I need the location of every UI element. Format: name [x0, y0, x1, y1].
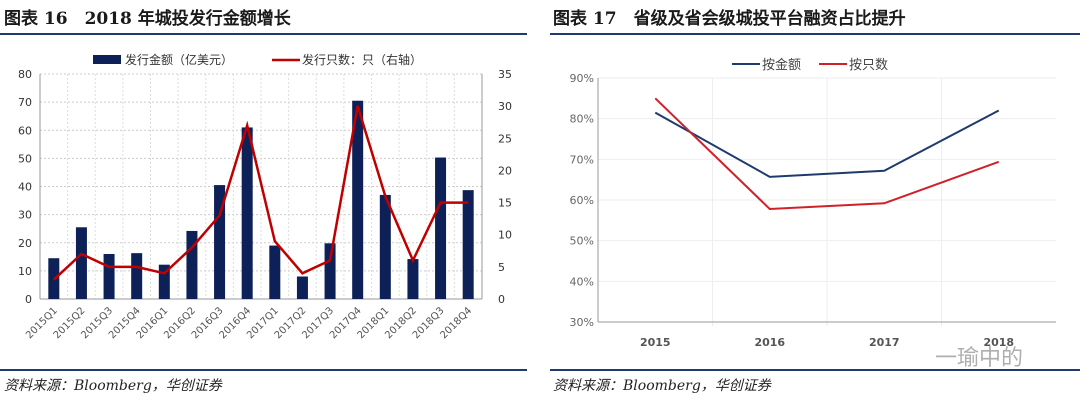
- line-point: [53, 279, 55, 281]
- y2-tick-label: 5: [498, 261, 505, 274]
- legend-bar-label: 发行金额（亿美元）: [125, 52, 233, 67]
- x-tick-label: 2018: [983, 336, 1014, 349]
- line-point: [384, 195, 386, 197]
- y-tick-label: 60: [18, 124, 32, 137]
- y-tick-label: 50: [18, 152, 32, 165]
- line-point: [467, 202, 469, 204]
- line-point: [274, 240, 276, 242]
- y2-tick-label: 15: [498, 197, 512, 210]
- bar: [131, 253, 143, 299]
- y-tick-label: 20: [18, 237, 32, 250]
- y2-tick-label: 20: [498, 164, 512, 177]
- x-tick-label: 2015: [640, 336, 671, 349]
- y2-tick-label: 0: [498, 293, 505, 306]
- y-tick-label: 40: [18, 181, 32, 194]
- y-tick-label: 30: [18, 209, 32, 222]
- line-point: [136, 266, 138, 268]
- left-title-rule: [0, 33, 527, 35]
- right-chart-title: 图表 17 省级及省会级城投平台融资占比提升: [553, 9, 906, 29]
- bar: [296, 276, 308, 299]
- line-point: [301, 272, 303, 274]
- bar: [407, 259, 419, 299]
- series-line: [654, 109, 1000, 178]
- y-tick-label: 60%: [570, 194, 594, 207]
- y-tick-label: 70: [18, 96, 32, 109]
- line-point: [163, 272, 165, 274]
- bar: [158, 264, 170, 299]
- y-tick-label: 40%: [570, 275, 594, 288]
- line-point: [246, 124, 248, 126]
- line-point: [191, 247, 193, 249]
- bar: [324, 243, 336, 299]
- left-chart-title: 图表 16 2018 年城投发行金额增长: [4, 9, 291, 29]
- bar: [352, 100, 364, 299]
- left-source-rule: [0, 369, 527, 371]
- legend-label: 按只数: [849, 58, 888, 73]
- x-tick-label: 2016: [754, 336, 785, 349]
- y-tick-label: 50%: [570, 235, 594, 248]
- bar: [269, 245, 281, 299]
- y-tick-label: 10: [18, 265, 32, 278]
- line-point: [108, 266, 110, 268]
- y-tick-label: 80: [18, 68, 32, 81]
- right-source-rule: [550, 369, 1080, 371]
- bar: [103, 254, 115, 299]
- y2-tick-label: 25: [498, 132, 512, 145]
- line-point: [412, 259, 414, 261]
- legend-label: 按金额: [762, 57, 801, 73]
- right-title-rule: [550, 33, 1080, 35]
- bar: [214, 185, 226, 299]
- y-tick-label: 80%: [570, 113, 594, 126]
- legend-line-label: 发行只数：只（右轴）: [302, 52, 422, 67]
- series-line: [654, 97, 1000, 210]
- bar: [241, 127, 253, 299]
- y-tick-label: 70%: [570, 153, 594, 166]
- left-source: 资料来源：Bloomberg，华创证券: [4, 378, 222, 394]
- y-tick-label: 30%: [570, 316, 594, 329]
- y2-tick-label: 30: [498, 100, 512, 113]
- bar: [462, 190, 474, 299]
- line-point: [219, 214, 221, 216]
- x-tick-label: 2017: [869, 336, 900, 349]
- right-source: 资料来源：Bloomberg，华创证券: [553, 378, 771, 394]
- y2-tick-label: 10: [498, 229, 512, 242]
- watermark: 一瑜中的: [935, 346, 1024, 371]
- bar: [186, 230, 198, 299]
- line-point: [440, 202, 442, 204]
- bar: [379, 194, 391, 299]
- y2-tick-label: 35: [498, 68, 512, 81]
- y-tick-label: 90%: [570, 72, 594, 85]
- bar: [435, 157, 447, 299]
- line-point: [80, 253, 82, 255]
- y-tick-label: 0: [25, 293, 32, 306]
- line-point: [329, 259, 331, 261]
- legend-bar-swatch: [93, 55, 121, 64]
- count-line: [52, 105, 469, 281]
- line-point: [357, 105, 359, 107]
- bar: [75, 227, 87, 299]
